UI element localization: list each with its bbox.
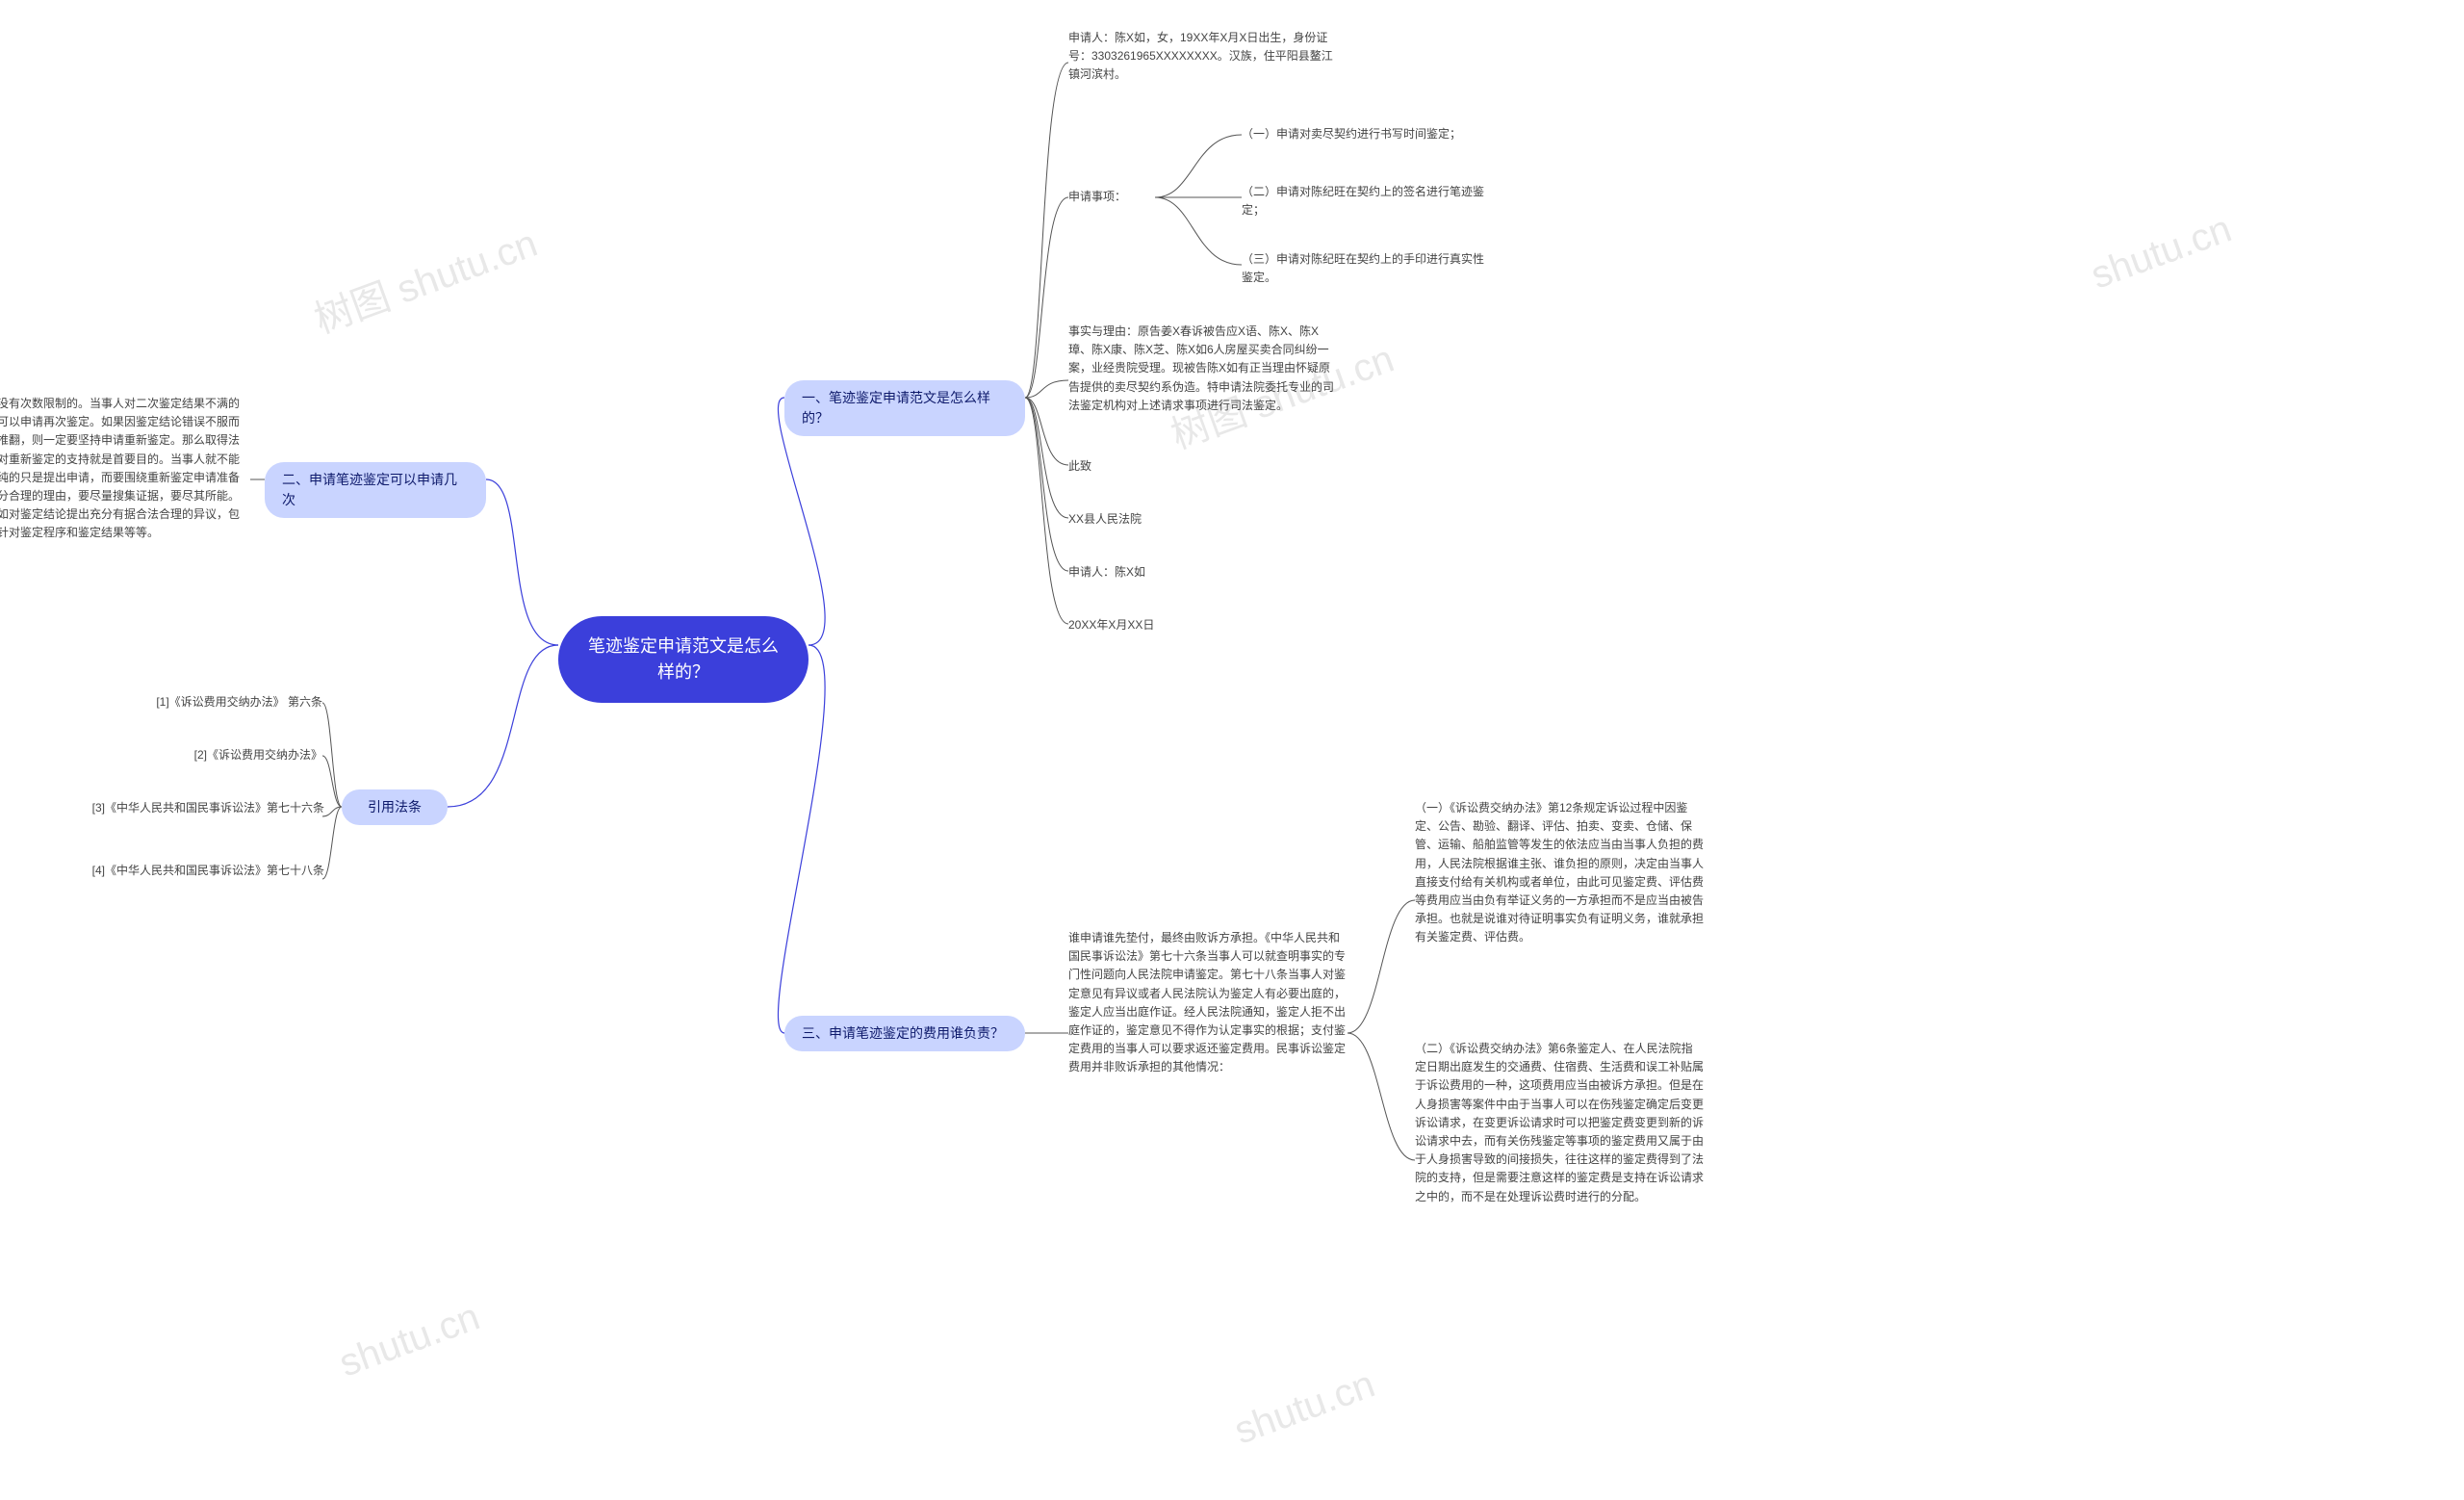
branch-1-leaf-court: XX县人民法院 — [1068, 510, 1184, 529]
branch-4-ref-3: [3]《中华人民共和国民事诉讼法》第七十六条 — [69, 799, 324, 817]
branch-1-sub-items: 申请事项： — [1068, 188, 1155, 206]
branch-1[interactable]: 一、笔迹鉴定申请范文是怎么样的？ — [784, 380, 1025, 436]
branch-2-leaf: 是没有次数限制的。当事人对二次鉴定结果不满的话可以申请再次鉴定。如果因鉴定结论错… — [0, 395, 250, 543]
branch-1-leaf-date: 20XX年X月XX日 — [1068, 616, 1203, 634]
branch-1-leaf-facts: 事实与理由：原告姜X春诉被告应X语、陈X、陈X璋、陈X康、陈X芝、陈X如6人房屋… — [1068, 323, 1338, 415]
edge-layer — [0, 0, 2464, 1500]
mindmap-root[interactable]: 笔迹鉴定申请范文是怎么样的？ — [558, 616, 808, 703]
branch-4[interactable]: 引用法条 — [342, 789, 448, 825]
branch-4-ref-2: [2]《诉讼费用交纳办法》 — [125, 746, 322, 764]
watermark: shutu.cn — [2086, 207, 2237, 297]
branch-1-item-2: （二）申请对陈纪旺在契约上的签名进行笔迹鉴定； — [1242, 183, 1492, 220]
branch-2[interactable]: 二、申请笔迹鉴定可以申请几次 — [265, 462, 486, 518]
branch-1-leaf-cizhi: 此致 — [1068, 457, 1126, 476]
watermark: 树图 shutu.cn — [305, 212, 544, 344]
branch-1-item-3: （三）申请对陈纪旺在契约上的手印进行真实性鉴定。 — [1242, 250, 1492, 287]
branch-1-leaf-signer: 申请人：陈X如 — [1068, 563, 1184, 582]
watermark: shutu.cn — [1229, 1362, 1380, 1453]
branch-3-sub-2: （二）《诉讼费交纳办法》第6条鉴定人、在人民法院指定日期出庭发生的交通费、住宿费… — [1415, 1040, 1704, 1206]
branch-1-leaf-applicant: 申请人：陈X如，女，19XX年X月X日出生，身份证号：3303261965XXX… — [1068, 29, 1338, 85]
branch-4-ref-1: [1]《诉讼费用交纳办法》 第六条 — [101, 693, 322, 711]
branch-3-sub-1: （一）《诉讼费交纳办法》第12条规定诉讼过程中因鉴定、公告、勘验、翻译、评估、拍… — [1415, 799, 1704, 947]
watermark: shutu.cn — [334, 1295, 485, 1385]
branch-1-item-1: （一）申请对卖尽契约进行书写时间鉴定； — [1242, 125, 1492, 143]
branch-3-leaf-main: 谁申请谁先垫付，最终由败诉方承担。《中华人民共和国民事诉讼法》第七十六条当事人可… — [1068, 929, 1348, 1077]
branch-3[interactable]: 三、申请笔迹鉴定的费用谁负责？ — [784, 1016, 1025, 1051]
branch-4-ref-4: [4]《中华人民共和国民事诉讼法》第七十八条 — [69, 862, 324, 880]
